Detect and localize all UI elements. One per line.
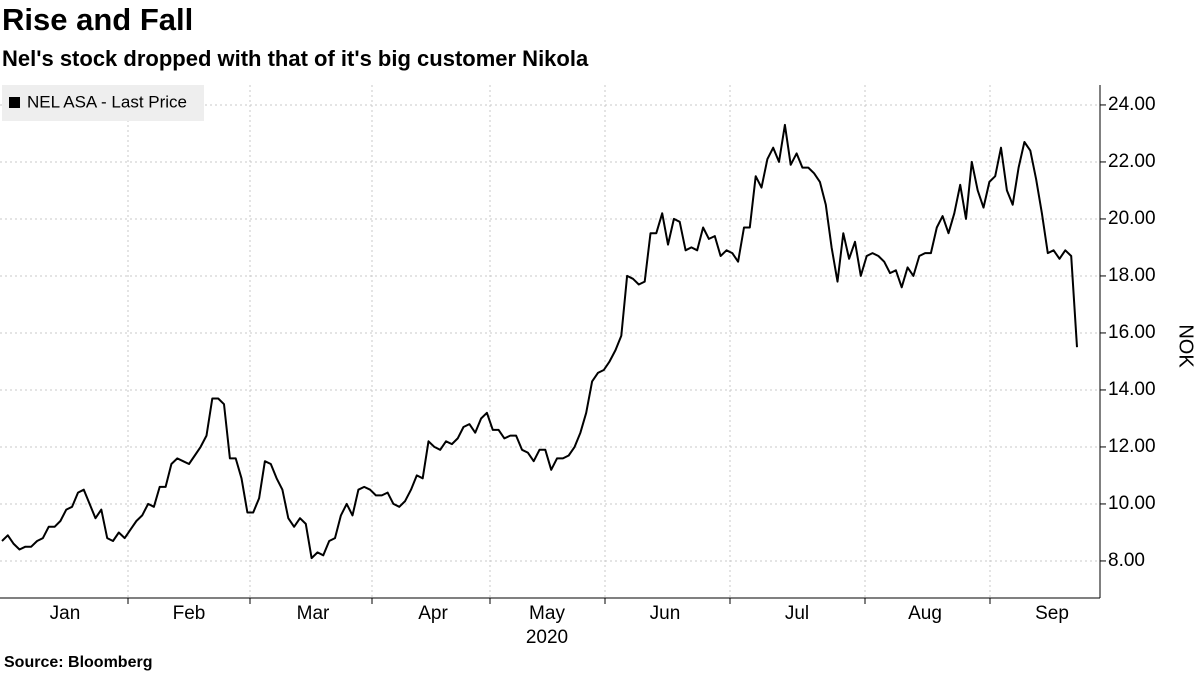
y-tick-label: 14.00 (1108, 379, 1156, 400)
x-tick-label: Jan (50, 603, 81, 624)
series-line (1, 123, 1078, 560)
x-tick-label: Jun (650, 603, 681, 624)
x-tick-label: Aug (908, 603, 942, 624)
y-tick-label: 20.00 (1108, 208, 1156, 229)
x-sublabel: 2020 (526, 627, 568, 648)
y-tick-label: 10.00 (1108, 493, 1156, 514)
legend-box (2, 85, 204, 121)
legend-swatch (9, 97, 20, 108)
y-tick-label: 24.00 (1108, 94, 1156, 115)
y-tick-label: 18.00 (1108, 265, 1156, 286)
y-tick-label: 8.00 (1108, 550, 1145, 571)
y-tick-label: 16.00 (1108, 322, 1156, 343)
y-tick-label: 22.00 (1108, 151, 1156, 172)
legend-label: NEL ASA - Last Price (27, 92, 187, 111)
chart-title: Rise and Fall (2, 2, 193, 37)
x-tick-label: Jul (785, 603, 809, 624)
source: Source: Bloomberg (4, 654, 152, 671)
y-axis-label: NOK (1175, 324, 1197, 368)
x-tick-label: Apr (418, 603, 448, 624)
chart-subtitle: Nel's stock dropped with that of it's bi… (2, 46, 589, 71)
y-tick-label: 12.00 (1108, 436, 1156, 457)
x-tick-label: May (529, 603, 565, 624)
x-tick-label: Sep (1035, 603, 1069, 624)
x-tick-label: Mar (297, 603, 330, 624)
x-tick-label: Feb (173, 603, 206, 624)
